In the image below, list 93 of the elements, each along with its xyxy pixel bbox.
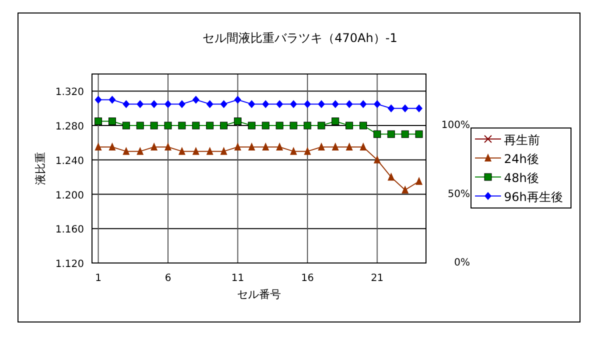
- point: [276, 122, 284, 130]
- y-tick-label: 1.120: [55, 259, 84, 270]
- x-tick-label: 11: [231, 273, 244, 284]
- chart-title: セル間液比重バラツキ（470Ah）-1: [202, 31, 398, 45]
- point: [108, 118, 116, 125]
- point: [178, 100, 186, 108]
- legend-label: 48h後: [504, 171, 539, 185]
- x-tick-label: 16: [301, 273, 314, 284]
- point: [150, 100, 158, 108]
- point: [206, 122, 214, 130]
- x-axis-title: セル番号: [237, 288, 281, 301]
- point: [290, 100, 298, 108]
- point: [262, 122, 270, 130]
- x-tick-label: 21: [370, 273, 384, 284]
- point: [122, 146, 130, 155]
- point: [332, 142, 339, 151]
- point: [164, 100, 172, 108]
- point: [388, 172, 395, 181]
- point: [290, 122, 298, 130]
- point: [318, 122, 326, 130]
- point: [178, 146, 186, 155]
- point: [332, 100, 339, 108]
- point: [206, 100, 214, 108]
- point: [220, 100, 228, 108]
- point: [122, 100, 130, 108]
- point: [374, 100, 381, 108]
- point: [248, 122, 256, 130]
- point: [178, 122, 186, 130]
- legend-label: 再生前: [504, 133, 540, 147]
- y2-tick-label: 0%: [454, 258, 470, 268]
- point: [164, 122, 172, 130]
- point: [374, 155, 381, 164]
- y-tick-label: 1.240: [55, 156, 84, 167]
- point: [150, 142, 158, 151]
- y-tick-label: 1.280: [55, 122, 84, 133]
- point: [248, 142, 256, 151]
- point: [360, 142, 367, 151]
- legend-label: 24h後: [504, 152, 539, 166]
- legend-label: 96h再生後: [504, 190, 563, 204]
- point: [388, 104, 395, 112]
- point: [192, 146, 200, 155]
- point: [332, 118, 340, 125]
- point: [220, 146, 228, 155]
- point: [387, 130, 395, 138]
- y2-tick-label: 100%: [441, 120, 470, 132]
- point: [234, 118, 242, 125]
- point: [318, 100, 325, 108]
- y-tick-label: 1.160: [55, 224, 84, 236]
- point: [318, 142, 325, 151]
- point: [136, 146, 144, 155]
- point: [304, 146, 311, 155]
- point: [415, 130, 423, 138]
- point: [234, 142, 242, 151]
- point: [402, 104, 409, 112]
- point: [359, 122, 367, 130]
- point: [346, 122, 354, 130]
- point: [192, 122, 200, 130]
- point: [304, 122, 312, 130]
- point: [234, 96, 242, 104]
- point: [108, 142, 116, 151]
- point: [262, 142, 270, 151]
- point: [416, 176, 423, 185]
- point: [136, 122, 144, 130]
- point: [373, 130, 381, 138]
- x-tick-label: 1: [95, 273, 102, 284]
- point: [94, 118, 102, 125]
- point: [402, 185, 409, 194]
- point: [276, 100, 284, 108]
- y-tick-label: 1.320: [55, 87, 84, 98]
- point: [206, 146, 214, 155]
- point: [360, 100, 367, 108]
- point: [346, 100, 353, 108]
- y-tick-label: 1.200: [55, 190, 84, 202]
- y-axis-title: 液比重: [34, 152, 47, 185]
- point: [304, 100, 311, 108]
- point: [248, 100, 256, 108]
- point: [290, 146, 298, 155]
- point: [276, 142, 284, 151]
- point: [192, 96, 200, 104]
- point: [346, 142, 353, 151]
- point: [164, 142, 172, 151]
- x-tick-label: 6: [164, 273, 172, 284]
- point: [94, 142, 102, 151]
- point: [94, 96, 102, 104]
- point: [401, 130, 409, 138]
- point: [416, 104, 423, 112]
- y2-tick-label: 50%: [448, 188, 470, 200]
- point: [262, 100, 270, 108]
- point: [220, 122, 228, 130]
- point: [150, 122, 158, 130]
- point: [108, 96, 116, 104]
- point: [136, 100, 144, 108]
- point: [122, 122, 130, 130]
